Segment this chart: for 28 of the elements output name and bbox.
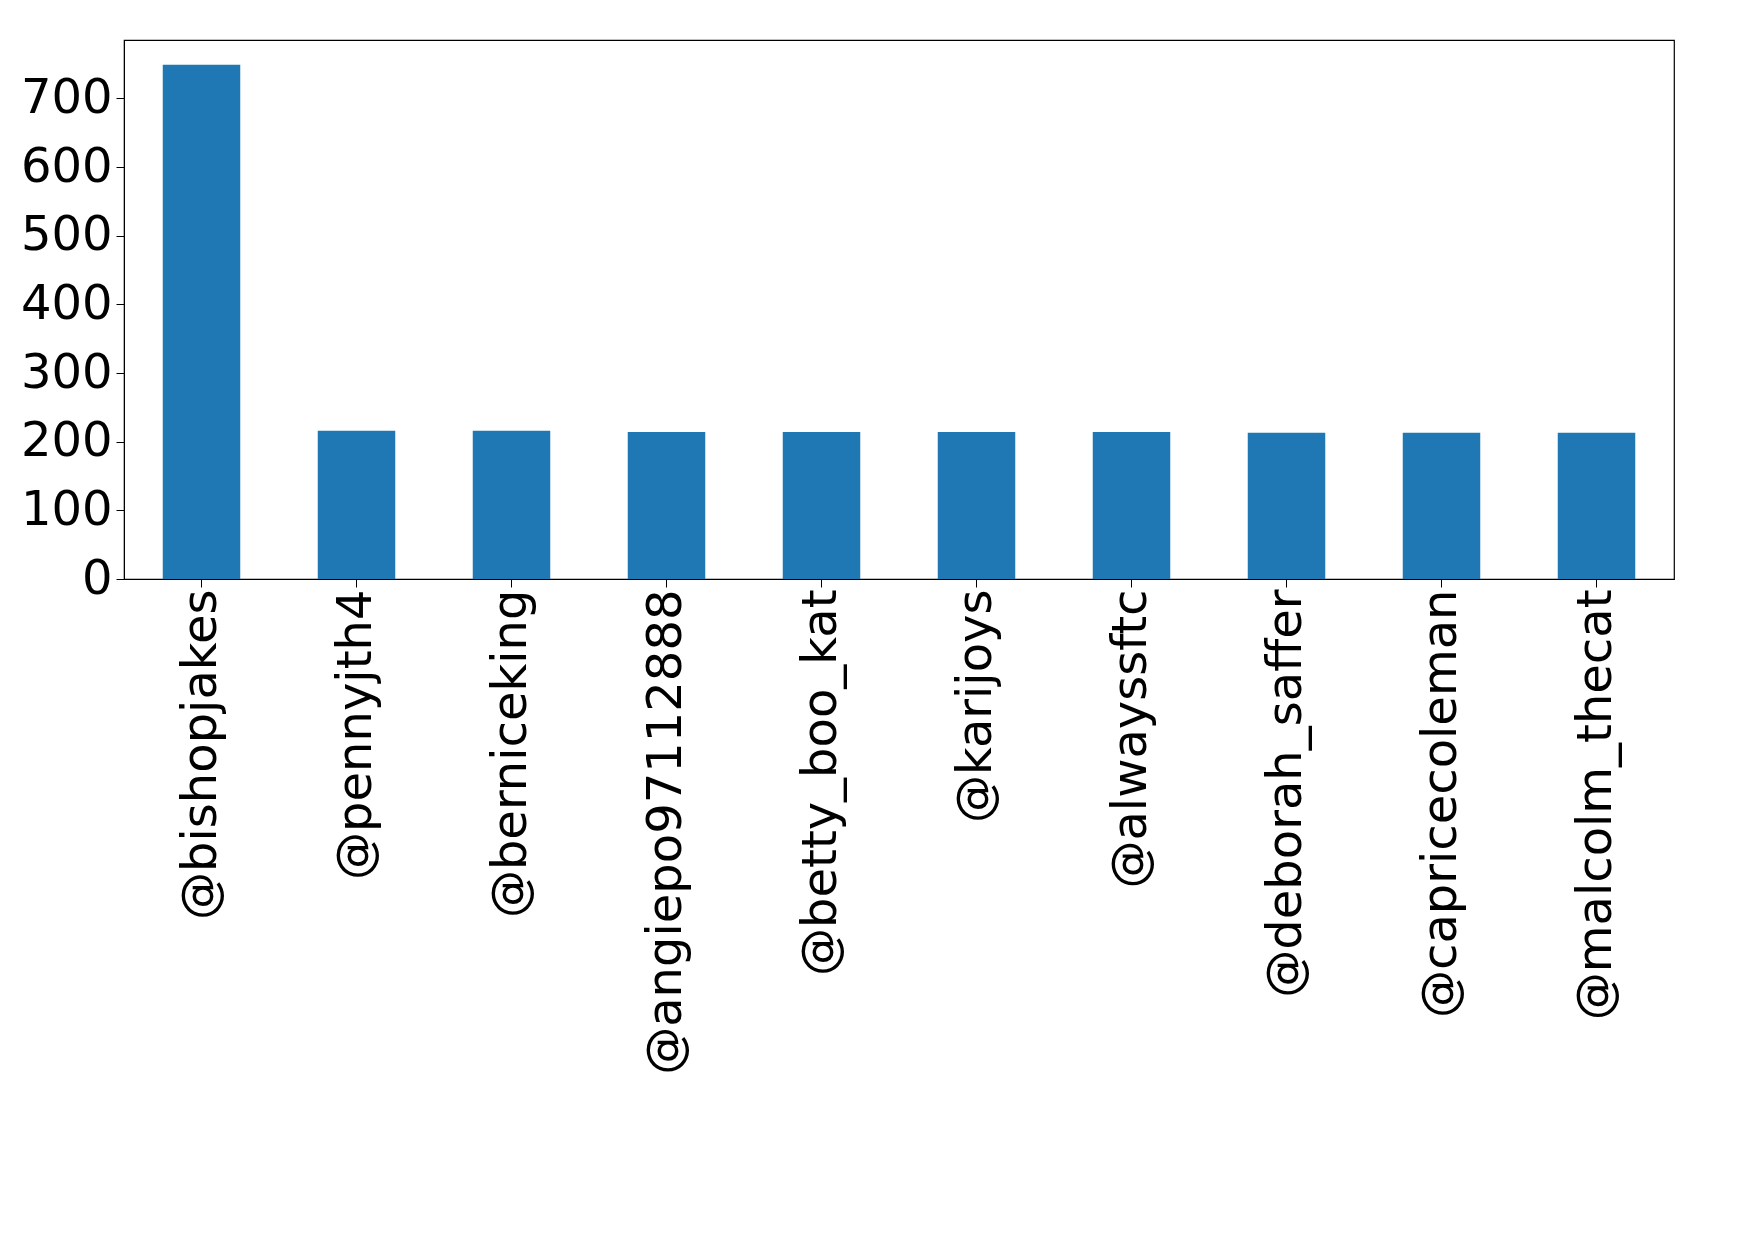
y-tick-label: 500 bbox=[20, 205, 113, 262]
bar bbox=[1402, 432, 1481, 579]
x-tick-label: @capricecoleman bbox=[1410, 589, 1467, 1018]
bar bbox=[1247, 432, 1326, 579]
bar bbox=[472, 430, 551, 579]
y-tick-label: 200 bbox=[20, 411, 113, 468]
y-tick-label: 400 bbox=[20, 273, 113, 330]
y-tick-label: 700 bbox=[20, 67, 113, 124]
bar bbox=[782, 432, 861, 579]
bar bbox=[627, 432, 706, 579]
x-tick-label: @betty_boo_kat bbox=[790, 589, 847, 976]
x-tick-label: @deborah_saffer bbox=[1255, 589, 1312, 998]
x-tick-label: @alwayssftc bbox=[1100, 589, 1157, 889]
x-tick-label: @berniceking bbox=[480, 589, 537, 919]
x-tick-label: @pennyjth4 bbox=[325, 589, 382, 880]
x-tick-label: @malcolm_thecat bbox=[1565, 589, 1622, 1021]
bar bbox=[162, 64, 241, 579]
x-tick-label: @bishopjakes bbox=[170, 589, 227, 920]
bar bbox=[1557, 432, 1636, 579]
y-tick-label: 0 bbox=[81, 548, 113, 605]
bar bbox=[1092, 432, 1171, 579]
bar bbox=[937, 432, 1016, 579]
x-tick-label: @karijoys bbox=[945, 589, 1002, 824]
y-tick-label: 300 bbox=[20, 342, 113, 399]
x-tick-label: @angiepo97112888 bbox=[635, 589, 692, 1075]
y-tick-label: 600 bbox=[20, 136, 113, 193]
bar bbox=[317, 430, 396, 579]
y-tick-label: 100 bbox=[20, 479, 113, 536]
